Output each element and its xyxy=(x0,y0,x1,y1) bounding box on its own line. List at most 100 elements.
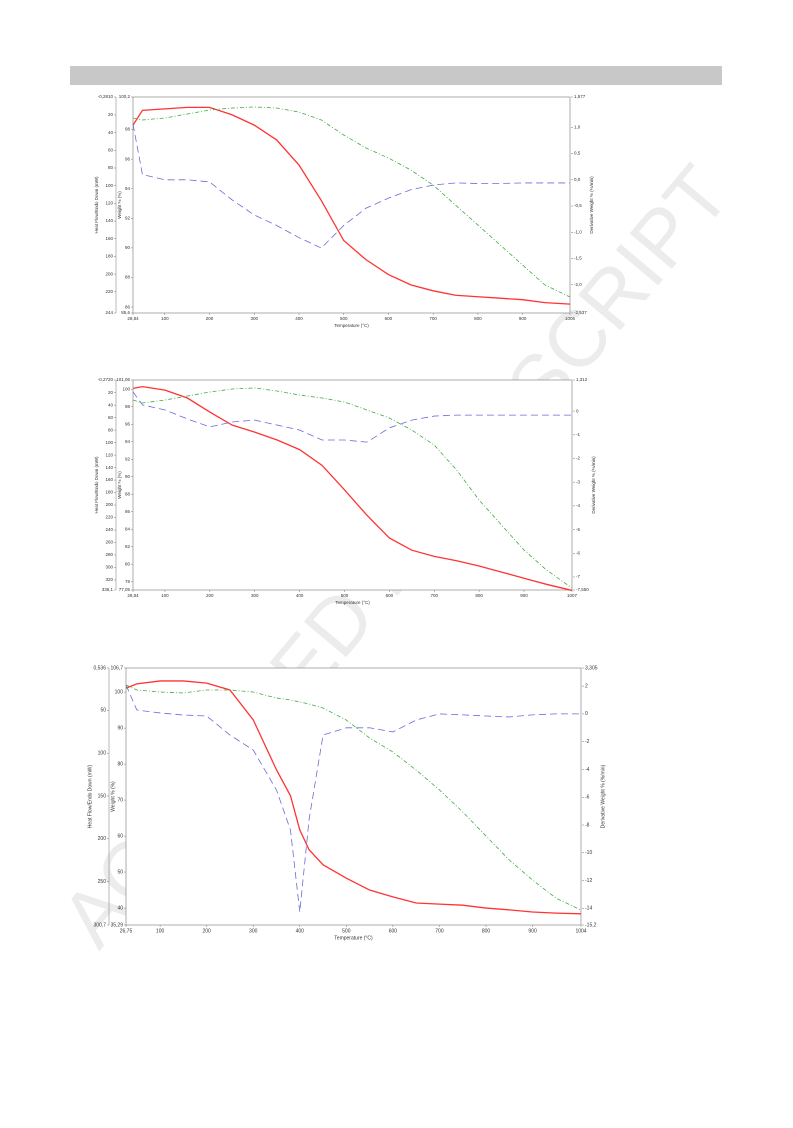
y3-tick-label: 160 xyxy=(105,477,113,482)
x-tick-label: 800 xyxy=(482,928,491,934)
x-tick-label: 1004 xyxy=(575,928,586,934)
y3-tick-label: 220 xyxy=(105,515,113,520)
y3-tick-label: 100 xyxy=(98,750,107,756)
y-tick-label: 96 xyxy=(125,421,131,426)
y3-tick-label: 20 xyxy=(108,112,114,117)
y2-tick-label: 0,5 xyxy=(574,151,581,156)
y-tick-label: 96 xyxy=(125,156,131,161)
series-line xyxy=(132,391,572,443)
y2-tick-label: 1,577 xyxy=(574,94,586,99)
y2-tick-label: -7,550 xyxy=(576,587,589,592)
series-line xyxy=(132,106,571,305)
y3-tick-label: 336,1 xyxy=(102,587,114,592)
y3-tick-label: 320 xyxy=(105,577,113,582)
x-tick-label: 400 xyxy=(296,593,304,598)
x-tick-label: 300 xyxy=(249,928,258,934)
x-axis-title: Temperature (°C) xyxy=(335,600,370,605)
y3-tick-label: 280 xyxy=(105,552,113,557)
y2-tick-label: -1,5 xyxy=(574,256,582,261)
y-tick-label: 60 xyxy=(117,833,123,839)
y3-tick-label: -0,2720 xyxy=(98,377,114,382)
y-tick-label: 90 xyxy=(125,474,131,479)
y3-tick-label: 200 xyxy=(105,502,113,507)
y3-tick-label: 240 xyxy=(105,527,113,532)
x-tick-label: 500 xyxy=(340,316,348,321)
y-tick-label: 70 xyxy=(117,797,123,803)
y2-tick-label: -6 xyxy=(585,795,590,801)
x-tick-label: 700 xyxy=(430,593,438,598)
y3-tick-label: 300,7 xyxy=(93,922,106,928)
y-tick-label: 98 xyxy=(125,404,131,409)
y3-tick-label: 60 xyxy=(108,147,114,152)
y3-tick-label: 100 xyxy=(105,440,113,445)
y3-tick-label: 140 xyxy=(105,218,113,223)
y-axis-title: Weight % (%) xyxy=(117,471,122,499)
y3-tick-label: 200 xyxy=(98,836,107,842)
y-tick-label: 84 xyxy=(125,526,131,531)
y-tick-label: 50 xyxy=(117,869,123,875)
y2-tick-label: -4 xyxy=(576,503,580,508)
y2-tick-label: -2,0 xyxy=(574,282,582,287)
y-tick-label: 98 xyxy=(125,127,131,132)
y2-tick-label: -7 xyxy=(576,574,580,579)
y3-tick-label: 80 xyxy=(108,165,114,170)
y3-tick-label: 0,536 xyxy=(93,665,106,671)
y3-tick-label: 60 xyxy=(108,415,114,420)
y-tick-label: 90 xyxy=(117,725,123,731)
series-line xyxy=(125,680,582,915)
y3-tick-label: 100 xyxy=(105,183,113,188)
y-tick-label: 78 xyxy=(125,579,131,584)
y3-tick-label: 200 xyxy=(105,271,113,276)
x-tick-label: 300 xyxy=(251,316,259,321)
y3-tick-label: 160 xyxy=(105,236,113,241)
y2-tick-label: -3 xyxy=(576,479,580,484)
x-tick-label: 200 xyxy=(206,593,214,598)
y2-tick-label: -4 xyxy=(585,767,590,773)
y2-tick-label: 0 xyxy=(585,711,588,717)
series-line xyxy=(125,684,581,912)
series-line xyxy=(132,385,573,592)
y-axis-title: Weight % (%) xyxy=(110,781,116,812)
y2-tick-label: -14 xyxy=(585,906,592,912)
x-tick-label: 300 xyxy=(251,593,259,598)
x-axis-title: Temperature (°C) xyxy=(334,935,373,941)
y2-tick-label: -15,2 xyxy=(585,922,597,928)
y2-tick-label: 3,305 xyxy=(585,665,598,671)
y-tick-label: 101,06 xyxy=(116,377,130,382)
y-tick-label: 80 xyxy=(117,761,123,767)
x-tick-label: 700 xyxy=(435,928,444,934)
y2-tick-label: -1,0 xyxy=(574,229,582,234)
x-tick-label: 900 xyxy=(520,593,528,598)
x-tick-label: 28,84 xyxy=(127,316,139,321)
y-tick-label: 100,2 xyxy=(119,94,131,99)
y2-tick-label: -2,537 xyxy=(574,310,587,315)
y2-tick-label: 2 xyxy=(585,683,588,689)
y-tick-label: 40 xyxy=(117,905,123,911)
plot-area xyxy=(125,667,582,926)
y3-tick-label: 80 xyxy=(108,427,114,432)
x-tick-label: 500 xyxy=(341,593,349,598)
x-tick-label: 100 xyxy=(156,928,165,934)
series-line xyxy=(132,387,573,589)
y3-tick-label: 120 xyxy=(105,452,113,457)
y-tick-label: 92 xyxy=(125,456,131,461)
plot-area xyxy=(132,379,573,591)
y3-tick-label: 150 xyxy=(98,793,107,799)
y2-axis-title: Derivative Weight % (%/min) xyxy=(591,456,596,514)
y-tick-label: 94 xyxy=(125,186,131,191)
y2-tick-label: -2 xyxy=(576,456,580,461)
y3-tick-label: 260 xyxy=(105,540,113,545)
y2-tick-label: 0,0 xyxy=(574,177,581,182)
y2-tick-label: -12 xyxy=(585,878,592,884)
x-tick-label: 28,84 xyxy=(127,593,139,598)
y3-tick-label: 244 xyxy=(105,310,113,315)
y2-tick-label: -1 xyxy=(576,432,580,437)
y-tick-label: 92 xyxy=(125,216,131,221)
y3-tick-label: 40 xyxy=(108,130,114,135)
series-line xyxy=(132,124,570,249)
series-line xyxy=(132,106,571,298)
y-tick-label: 80 xyxy=(125,561,131,566)
y-tick-label: 35,29 xyxy=(110,922,123,928)
y2-tick-label: -2 xyxy=(585,739,590,745)
